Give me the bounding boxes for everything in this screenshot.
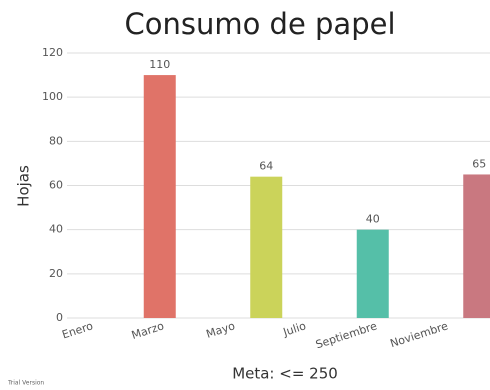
chart-title: Consumo de papel: [124, 7, 395, 41]
data-label: 110: [149, 58, 170, 71]
data-label: 64: [259, 160, 273, 173]
x-tick-label: Septiembre: [314, 319, 379, 351]
y-tick-label: 40: [49, 223, 63, 236]
y-tick-label: 60: [49, 179, 63, 192]
x-tick-label: Mayo: [205, 319, 237, 341]
y-tick-label: 100: [42, 90, 63, 103]
bar: [463, 174, 490, 318]
bar: [356, 229, 389, 318]
data-label: 65: [472, 157, 486, 170]
y-tick-label: 120: [42, 46, 63, 59]
x-axis-title: Meta: <= 250: [232, 365, 338, 383]
footnote: Trial Version: [7, 380, 44, 387]
x-tick-label: Julio: [281, 319, 308, 339]
y-tick-label: 80: [49, 134, 63, 147]
y-axis-title: Hojas: [15, 165, 33, 207]
x-tick-label: Enero: [60, 319, 94, 341]
data-label: 40: [366, 213, 380, 226]
bar: [143, 75, 176, 318]
x-tick-label: Marzo: [130, 319, 166, 342]
y-tick-label: 0: [56, 311, 63, 324]
bar: [250, 176, 283, 318]
y-tick-label: 20: [49, 267, 63, 280]
x-tick-label: Noviembre: [388, 319, 449, 350]
